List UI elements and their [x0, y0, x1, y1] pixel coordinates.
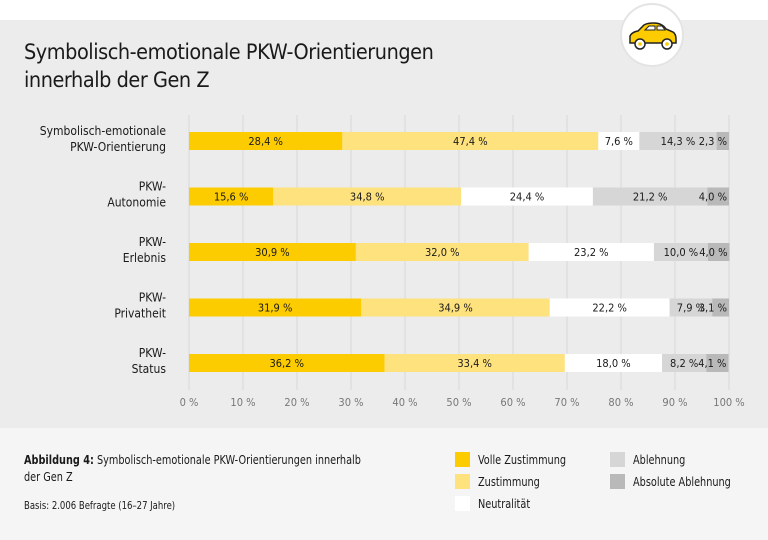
basis-note: Basis: 2.006 Befragte (16–27 Jahre) [24, 500, 176, 512]
bar-segment [361, 298, 550, 317]
bar-segment [355, 243, 529, 261]
x-tick-label: 30 % [338, 396, 363, 409]
legend-label: Neutralität [478, 496, 531, 511]
x-tick-label: 10 % [230, 396, 255, 409]
bar-segment [564, 354, 663, 372]
bar-segment [189, 298, 362, 317]
legend-swatch [610, 474, 625, 489]
bar-segment [189, 243, 356, 261]
data-label: 8,2 % [670, 357, 698, 370]
legend-label: Zustimmung [478, 474, 540, 489]
bar-segment [712, 298, 729, 317]
data-label: 28,4 % [248, 135, 283, 148]
bar-segment [707, 243, 730, 261]
legend-swatch [610, 452, 625, 467]
category-label: PKW- [139, 180, 166, 194]
bar-segment [592, 187, 708, 206]
category-label: PKW- [139, 235, 166, 249]
top-band [0, 0, 768, 20]
bar-segment [189, 354, 385, 372]
data-label: 15,6 % [214, 191, 249, 204]
data-label: 18,0 % [596, 357, 631, 370]
legend-swatch [455, 496, 470, 511]
x-tick-label: 50 % [446, 396, 471, 409]
data-label: 4,1 % [698, 357, 726, 370]
stacked-bar-chart: 0 % 10 % 20 % 30 % 40 % 50 % 60 % 70 % 80 % 90 % 1… [40, 115, 745, 409]
data-label: 4,0 % [699, 246, 727, 259]
category-label: Symbolisch-emotionale [40, 124, 167, 138]
x-tick-label: 20 % [284, 396, 309, 409]
category-label: Erlebnis [123, 251, 167, 265]
x-tick-label: 90 % [662, 396, 687, 409]
category-label: PKW- [139, 291, 166, 305]
legend-swatch [455, 452, 470, 467]
legend-label: Volle Zustimmung [478, 452, 567, 467]
data-label: 36,2 % [269, 357, 304, 370]
bar-segment [662, 354, 707, 372]
data-label: 7,6 % [605, 135, 633, 148]
title-line: innerhalb der Gen Z [24, 68, 210, 92]
bar-segment [598, 132, 640, 150]
x-tick-label: 70 % [554, 396, 579, 409]
x-tick-label: 0 % [180, 396, 199, 409]
legend-swatch [455, 474, 470, 489]
caption-label: Abbildung 4: [24, 453, 94, 467]
bar-segment [384, 354, 565, 372]
data-label: 34,9 % [438, 302, 473, 315]
data-label: 7,9 % [677, 302, 705, 315]
category-label: PKW- [139, 346, 166, 360]
bar-segment [342, 132, 599, 150]
bar-segment [707, 187, 729, 206]
legend-item: Absolute Ablehnung [610, 474, 742, 489]
legend-item: Zustimmung [455, 474, 547, 489]
figure-caption: Abbildung 4: Symbolisch-emotionale PKW-O… [24, 452, 366, 486]
data-label: 34,8 % [350, 191, 385, 204]
footer: Abbildung 4: Symbolisch-emotionale PKW-O… [0, 428, 768, 540]
bar-segment [189, 187, 274, 206]
bar-segment [706, 354, 729, 372]
data-label: 4,0 % [699, 191, 727, 204]
data-label: 31,9 % [258, 302, 293, 315]
category-label: PKW-Orientierung [70, 140, 166, 154]
data-label: 23,2 % [574, 246, 609, 259]
bar-segment [528, 243, 654, 261]
data-label: 3,1 % [699, 302, 727, 315]
legend-label: Ablehnung [633, 452, 686, 467]
data-label: 22,2 % [592, 302, 627, 315]
x-tick-label: 60 % [500, 396, 525, 409]
data-label: 30,9 % [255, 246, 290, 259]
logo-badge [620, 3, 684, 67]
bar-segment [461, 187, 593, 206]
legend-label: Absolute Ablehnung [633, 474, 731, 489]
x-tick-label: 80 % [608, 396, 633, 409]
bar-segment [549, 298, 670, 317]
bar-segment [669, 298, 713, 317]
data-label: 21,2 % [633, 191, 668, 204]
data-label: 47,4 % [453, 135, 488, 148]
category-label: Status [132, 362, 167, 376]
data-label: 32,0 % [425, 246, 460, 259]
data-label: 24,4 % [510, 191, 545, 204]
x-tick-label: 40 % [392, 396, 417, 409]
data-label: 33,4 % [457, 357, 492, 370]
title-line: Symbolisch-emotionale PKW-Orientierungen [24, 40, 434, 64]
bar-segment [716, 132, 729, 150]
bar-segment [189, 132, 343, 150]
data-label: 14,3 % [661, 135, 696, 148]
legend-item: Ablehnung [610, 452, 691, 467]
page-title: Symbolisch-emotionale PKW-Orientierungen… [24, 38, 434, 94]
category-label: Privatheit [114, 307, 166, 321]
bar-segment [273, 187, 462, 206]
data-label: 2,3 % [699, 135, 727, 148]
bar-segment [639, 132, 717, 150]
legend-item: Volle Zustimmung [455, 452, 576, 467]
x-tick-label: 100 % [713, 396, 744, 409]
caption-text: Symbolisch-emotionale PKW-Orientierungen… [24, 453, 361, 484]
data-label: 10,0 % [664, 246, 699, 259]
legend-item: Neutralität [455, 496, 536, 511]
car-icon [629, 22, 677, 50]
category-label: Autonomie [107, 196, 166, 210]
bar-segment [653, 243, 708, 261]
